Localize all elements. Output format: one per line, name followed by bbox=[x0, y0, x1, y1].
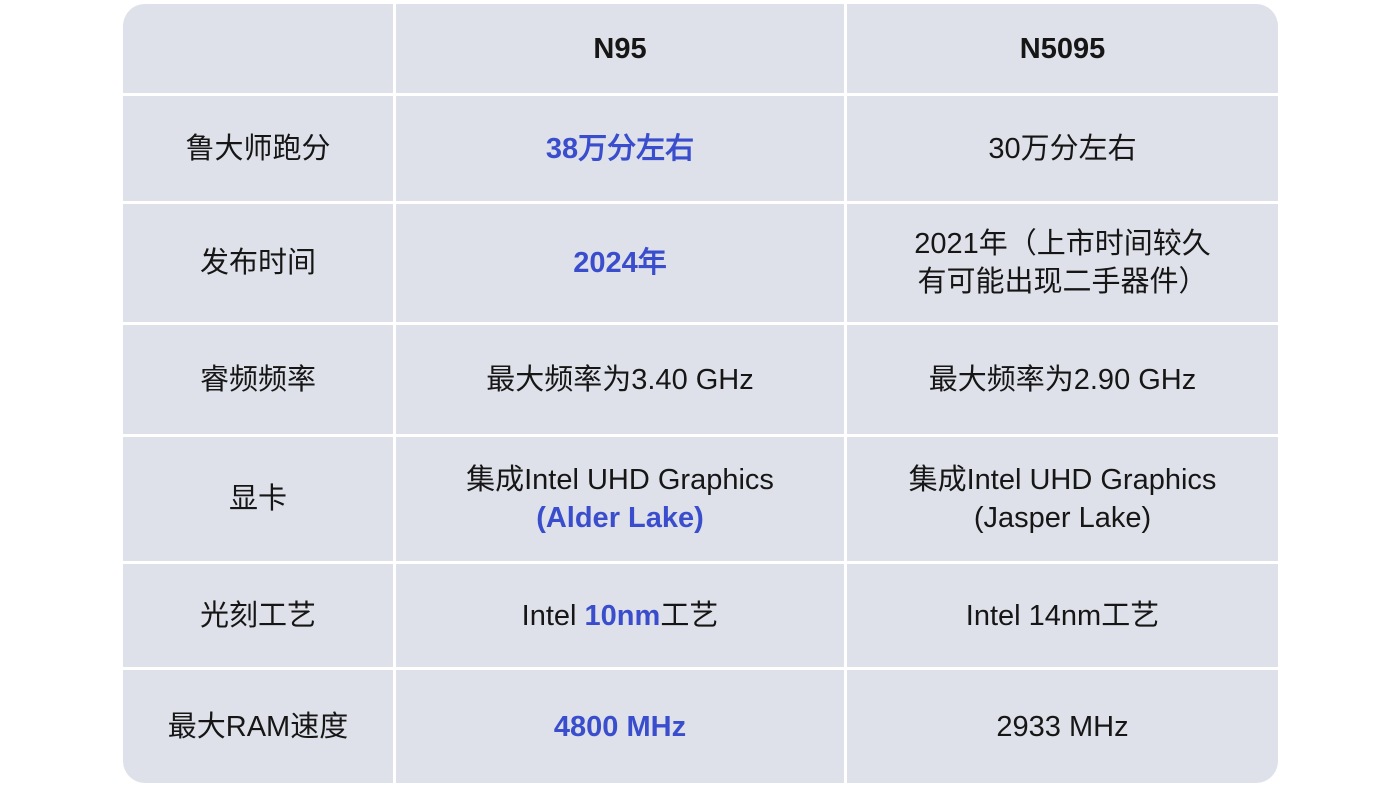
column-header-n5095: N5095 bbox=[847, 4, 1278, 93]
row-label-turbo-frequency: 睿频频率 bbox=[123, 325, 393, 434]
cell-max-ram-speed-n95: 4800 MHz bbox=[396, 670, 844, 783]
lithography-n95-highlight: 10nm bbox=[584, 599, 661, 632]
row-label-lithography: 光刻工艺 bbox=[123, 564, 393, 667]
column-header-n95: N95 bbox=[396, 4, 844, 93]
graphics-n5095-line1: 集成Intel UHD Graphics bbox=[908, 464, 1217, 496]
cell-graphics-n95: 集成Intel UHD Graphics (Alder Lake) bbox=[396, 437, 844, 561]
cell-release-date-n5095: 2021年（上市时间较久 有可能出现二手器件） bbox=[847, 204, 1278, 322]
cell-graphics-n5095: 集成Intel UHD Graphics (Jasper Lake) bbox=[847, 437, 1278, 561]
lithography-n95-text: Intel 10nm工艺 bbox=[522, 597, 719, 635]
graphics-n95-line2: (Alder Lake) bbox=[536, 502, 704, 534]
row-label-release-date: 发布时间 bbox=[123, 204, 393, 322]
cell-lithography-n95: Intel 10nm工艺 bbox=[396, 564, 844, 667]
cell-max-ram-speed-n5095: 2933 MHz bbox=[847, 670, 1278, 783]
cell-release-date-n95: 2024年 bbox=[396, 204, 844, 322]
lithography-n95-suffix: 工艺 bbox=[660, 599, 719, 632]
header-empty-cell bbox=[123, 4, 393, 93]
cell-benchmark-n5095: 30万分左右 bbox=[847, 96, 1278, 201]
row-label-max-ram-speed: 最大RAM速度 bbox=[123, 670, 393, 783]
cell-benchmark-n95: 38万分左右 bbox=[396, 96, 844, 201]
graphics-n5095-line2: (Jasper Lake) bbox=[973, 502, 1152, 534]
graphics-n95-line1: 集成Intel UHD Graphics bbox=[466, 464, 774, 496]
row-label-graphics: 显卡 bbox=[123, 437, 393, 561]
release-date-n5095-line1: 2021年（上市时间较久 bbox=[914, 228, 1211, 260]
cell-turbo-frequency-n95: 最大频率为3.40 GHz bbox=[396, 325, 844, 434]
cpu-comparison-table: N95 N5095 鲁大师跑分 38万分左右 30万分左右 发布时间 2024年… bbox=[123, 4, 1278, 783]
release-date-n5095-line2: 有可能出现二手器件） bbox=[917, 266, 1208, 298]
lithography-n95-prefix: Intel bbox=[521, 599, 585, 632]
cell-lithography-n5095: Intel 14nm工艺 bbox=[847, 564, 1278, 667]
cell-turbo-frequency-n5095: 最大频率为2.90 GHz bbox=[847, 325, 1278, 434]
row-label-benchmark: 鲁大师跑分 bbox=[123, 96, 393, 201]
